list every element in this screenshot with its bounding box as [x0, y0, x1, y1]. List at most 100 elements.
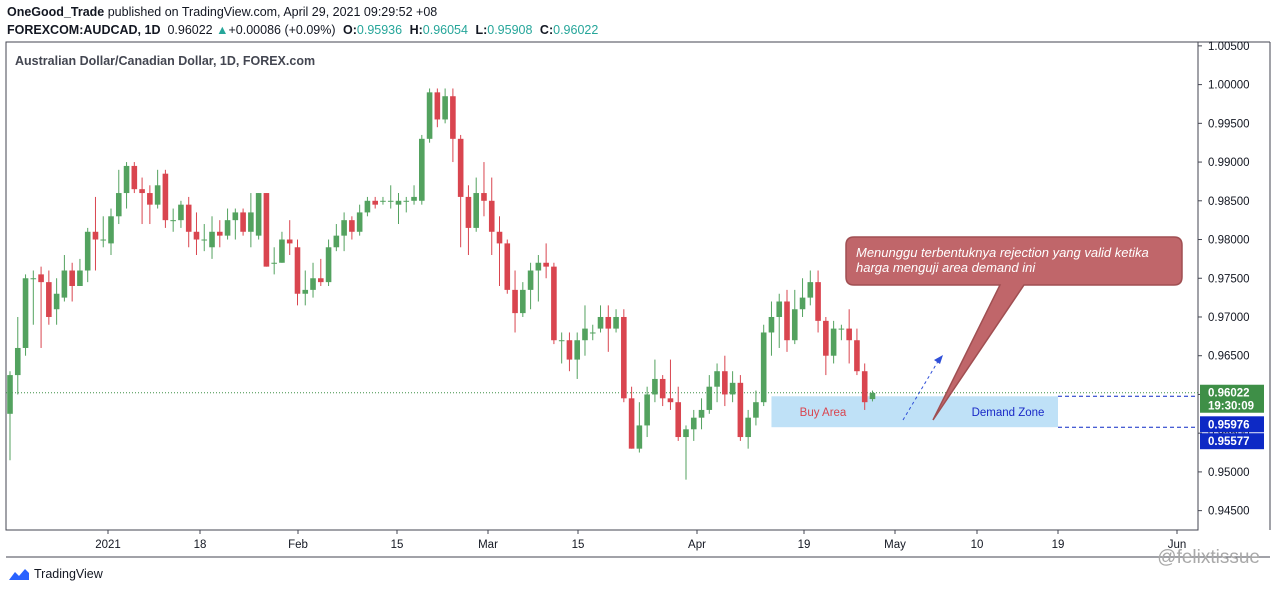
candle-body: [310, 278, 316, 290]
candle-body: [123, 165, 130, 194]
zone-bottom-badge: 0.95577: [1208, 436, 1250, 448]
last-price-badge-bg: [1200, 384, 1264, 413]
candle-body: [411, 196, 417, 201]
x-tick-label: Mar: [478, 539, 498, 551]
y-tick-label: 0.97500: [1208, 273, 1250, 285]
open-label: O:: [343, 23, 357, 37]
candle-body: [14, 347, 21, 376]
candle-body: [178, 204, 184, 221]
candle-body: [558, 340, 565, 342]
candle-body: [147, 193, 153, 205]
candle-body: [356, 212, 363, 232]
candle-body: [706, 386, 713, 410]
x-tick-label: Apr: [688, 539, 706, 551]
candle-body: [77, 270, 83, 286]
candle-body: [302, 289, 309, 294]
demand-zone-label: Demand Zone: [972, 407, 1045, 419]
candle-body: [263, 193, 270, 267]
candle-body: [589, 332, 596, 334]
x-tick-label: 19: [798, 539, 811, 551]
candle-body: [854, 340, 860, 372]
candle-body: [162, 173, 169, 221]
candle-body: [714, 371, 720, 387]
x-tick-label: 15: [391, 539, 404, 551]
ohlc-line: FOREXCOM:AUDCAD, 1D 0.96022 ▲+0.00086 (+…: [7, 23, 598, 37]
candle-body: [815, 282, 821, 321]
candle-body: [621, 316, 627, 399]
footer-brand: TradingView: [34, 567, 103, 581]
candle-body: [403, 200, 410, 202]
candle-body: [597, 316, 604, 329]
tradingview-logo-icon: [9, 569, 29, 580]
y-tick-label: 0.95000: [1208, 467, 1250, 479]
candle-body: [69, 270, 75, 286]
candle-body: [193, 231, 200, 240]
candle-body: [457, 138, 464, 197]
x-tick-label: 15: [572, 539, 585, 551]
candle-body: [768, 316, 775, 333]
candle-body: [760, 332, 767, 403]
author-name[interactable]: OneGood_Trade: [7, 5, 105, 19]
candle-body: [131, 165, 138, 190]
candle-body: [46, 282, 52, 317]
candle-body: [636, 425, 643, 449]
candle-body: [286, 239, 293, 244]
publish-text: published on TradingView.com, April 29, …: [107, 5, 438, 19]
candle-body: [869, 392, 876, 400]
candle-body: [683, 429, 689, 438]
candle-body: [535, 262, 542, 271]
callout-text-line1: Menunggu terbentuknya rejection yang val…: [856, 245, 1149, 260]
candle-body: [53, 293, 60, 310]
candle-body: [582, 328, 588, 341]
candle-body: [566, 340, 573, 360]
x-tick-label: 18: [194, 539, 207, 551]
open-value: 0.95936: [356, 23, 403, 37]
candle-body: [61, 270, 68, 298]
candle-body: [325, 247, 332, 283]
candle-body: [341, 220, 347, 236]
candle-body: [154, 185, 161, 205]
tradingview-footer[interactable]: TradingView: [8, 567, 103, 581]
y-tick-label: 0.94500: [1208, 506, 1250, 518]
candle-body: [30, 278, 37, 280]
candle-body: [108, 216, 114, 244]
y-tick-label: 0.98000: [1208, 235, 1250, 247]
last-price-badge: 0.96022: [1208, 388, 1250, 400]
x-tick-label: 19: [1052, 539, 1065, 551]
candle-body: [419, 138, 425, 201]
candle-body: [504, 243, 511, 290]
zone-top-badge-bg: [1200, 416, 1264, 433]
chart-title: Australian Dollar/Canadian Dollar, 1D, F…: [15, 54, 315, 68]
candle-body: [791, 309, 798, 341]
y-tick-label: 0.98500: [1208, 196, 1250, 208]
low-label: L:: [475, 23, 488, 37]
candle-body: [442, 96, 448, 120]
buy-area-label: Buy Area: [800, 407, 847, 419]
high-value: 0.96054: [422, 23, 468, 37]
candle-body: [84, 231, 91, 271]
candle-body: [22, 278, 29, 348]
callout-box: [845, 236, 1183, 421]
candle-body: [613, 316, 619, 329]
y-tick-label: 0.99500: [1208, 118, 1250, 130]
zone-top-badge: 0.95976: [1208, 419, 1250, 431]
candle-body: [232, 212, 239, 221]
candle-body: [318, 278, 324, 283]
watermark: @felixtissue: [1157, 547, 1260, 568]
candle-body: [659, 378, 666, 399]
price-chart[interactable]: 1.00500 1.00000 0.99500 0.99000 0.98500 0.980…: [0, 0, 1274, 560]
candle-body: [807, 282, 814, 298]
zone-bottom-badge-bg: [1200, 433, 1264, 450]
candle-body: [92, 231, 99, 240]
demand-zone-rect: [771, 396, 1058, 428]
x-tick-label: 2021: [95, 539, 121, 551]
candle-body: [722, 371, 728, 395]
callout-text-line2: harga menguji area demand ini: [856, 260, 1036, 275]
candle-body: [395, 200, 402, 205]
candle-body: [240, 212, 246, 232]
candle-body: [512, 289, 518, 314]
low-value: 0.95908: [487, 23, 533, 37]
candle-body: [224, 220, 231, 236]
candle-body: [652, 378, 658, 395]
candle-body: [830, 328, 837, 356]
